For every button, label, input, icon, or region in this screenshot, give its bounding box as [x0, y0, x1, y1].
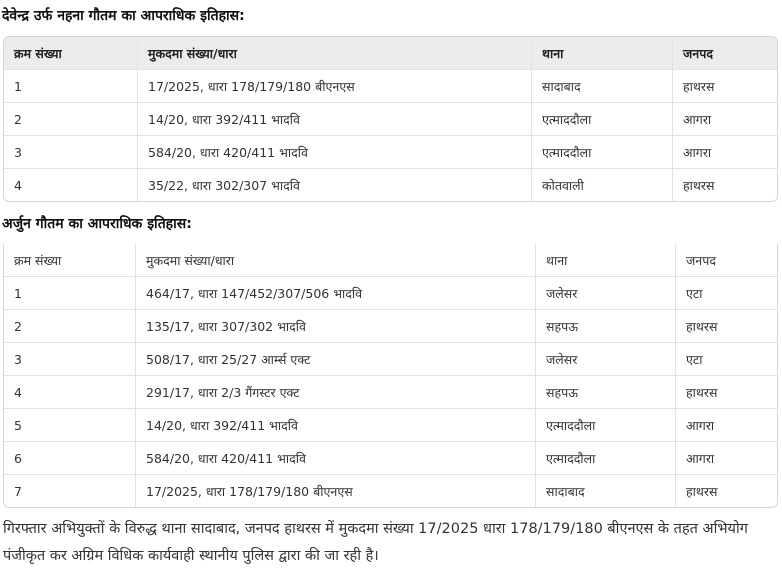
table-cell: 291/17, धारा 2/3 गैंगस्टर एक्ट: [136, 376, 536, 409]
table-cell: 14/20, धारा 392/411 भादवि: [138, 103, 532, 136]
column-header: थाना: [532, 37, 673, 70]
table-cell: एटा: [676, 277, 777, 310]
table-row: 1 464/17, धारा 147/452/307/506 भादवि जलेसर…: [4, 277, 777, 310]
column-header: क्रम संख्या: [4, 37, 138, 70]
table-cell: 3: [4, 343, 136, 376]
table-row: 1 17/2025, धारा 178/179/180 बीएनएस सादाबाद…: [4, 70, 777, 103]
table-row: 2 14/20, धारा 392/411 भादवि एत्माददौला आगरा: [4, 103, 777, 136]
table-cell: 2: [4, 310, 136, 343]
table2-title: अर्जुन गौतम का आपराधिक इतिहास:: [2, 216, 192, 232]
table-cell: 1: [4, 70, 138, 103]
table-row: 6 584/20, धारा 420/411 भादवि एत्माददौला आगर…: [4, 442, 777, 475]
table-cell: एत्माददौला: [536, 442, 676, 475]
column-header: क्रम संख्या: [4, 244, 136, 277]
table-row: 4 35/22, धारा 302/307 भादवि कोतवाली हाथरस: [4, 169, 777, 201]
table-row: 2 135/17, धारा 307/302 भादवि सहपऊ हाथरस: [4, 310, 777, 343]
table-cell: एत्माददौला: [536, 409, 676, 442]
table-cell: एत्माददौला: [532, 136, 673, 169]
table-cell: 1: [4, 277, 136, 310]
summary-paragraph: गिरफ्तार अभियुक्तों के विरुद्ध थाना सादा…: [3, 521, 748, 564]
table-cell: हाथरस: [686, 483, 718, 499]
table-cell: 3: [4, 136, 138, 169]
table-cell: 35/22, धारा 302/307 भादवि: [138, 169, 532, 201]
table-cell: एत्माददौला: [532, 103, 673, 136]
column-header: जनपद: [676, 244, 777, 277]
table-cell: 464/17, धारा 147/452/307/506 भादवि: [136, 277, 536, 310]
table-cell: सहपऊ: [536, 376, 676, 409]
table-cell: आगरा: [676, 409, 777, 442]
table1-title: देवेन्द्र उर्फ नहना गौतम का आपराधिक इतिह…: [2, 8, 245, 24]
table-row: 5 14/20, धारा 392/411 भादवि एत्माददौला आगरा: [4, 409, 777, 442]
table-cell: हाथरस: [676, 310, 777, 343]
table-cell: 17/2025, धारा 178/179/180 बीएनएस: [136, 475, 536, 507]
table-row: 3 508/17, धारा 25/27 आर्म्स एक्ट जलेसर एटा: [4, 343, 777, 376]
table-cell: 14/20, धारा 392/411 भादवि: [136, 409, 536, 442]
table-cell: आगरा: [673, 103, 777, 136]
table-row: 3 584/20, धारा 420/411 भादवि एत्माददौला आगर…: [4, 136, 777, 169]
table-cell: हाथरस: [676, 376, 777, 409]
table-cell: आगरा: [673, 136, 777, 169]
table-cell: जलेसर: [536, 343, 676, 376]
table-cell: 2: [4, 103, 138, 136]
table-cell: 135/17, धारा 307/302 भादवि: [136, 310, 536, 343]
table-row: 7 17/2025, धारा 178/179/180 बीएनएस सादाबाद…: [4, 475, 777, 507]
table-header-row: क्रम संख्या मुकदमा संख्या/धारा थाना जनपद: [4, 244, 777, 277]
table-cell: 4: [4, 376, 136, 409]
table-cell: जलेसर: [536, 277, 676, 310]
table-cell: सहपऊ: [536, 310, 676, 343]
table-cell: 4: [4, 169, 138, 201]
column-header: जनपद: [673, 37, 777, 70]
table-cell: 584/20, धारा 420/411 भादवि: [136, 442, 536, 475]
table-cell: 5: [4, 409, 136, 442]
table-cell: कोतवाली: [532, 169, 673, 201]
table-cell: हाथरस: [683, 177, 715, 193]
criminal-history-table-2: क्रम संख्या मुकदमा संख्या/धारा थाना जनपद 1 46…: [3, 244, 778, 508]
table-cell: आगरा: [676, 442, 777, 475]
table-cell: सादाबाद: [532, 70, 673, 103]
table-cell: सादाबाद: [536, 475, 676, 507]
column-header: मुकदमा संख्या/धारा: [138, 37, 532, 70]
column-header: मुकदमा संख्या/धारा: [136, 244, 536, 277]
table-row: 4 291/17, धारा 2/3 गैंगस्टर एक्ट सहपऊ हाथरस: [4, 376, 777, 409]
table-header-row: क्रम संख्या मुकदमा संख्या/धारा थाना जनपद: [4, 37, 777, 70]
table-cell: 6: [4, 442, 136, 475]
table-cell: 508/17, धारा 25/27 आर्म्स एक्ट: [136, 343, 536, 376]
table-cell: 584/20, धारा 420/411 भादवि: [138, 136, 532, 169]
column-header: थाना: [536, 244, 676, 277]
table-cell: 17/2025, धारा 178/179/180 बीएनएस: [138, 70, 532, 103]
criminal-history-table-1: क्रम संख्या मुकदमा संख्या/धारा थाना जनपद 1 17…: [3, 36, 778, 202]
table-cell: 7: [4, 475, 136, 507]
table-cell: हाथरस: [673, 70, 777, 103]
table-cell: एटा: [676, 343, 777, 376]
